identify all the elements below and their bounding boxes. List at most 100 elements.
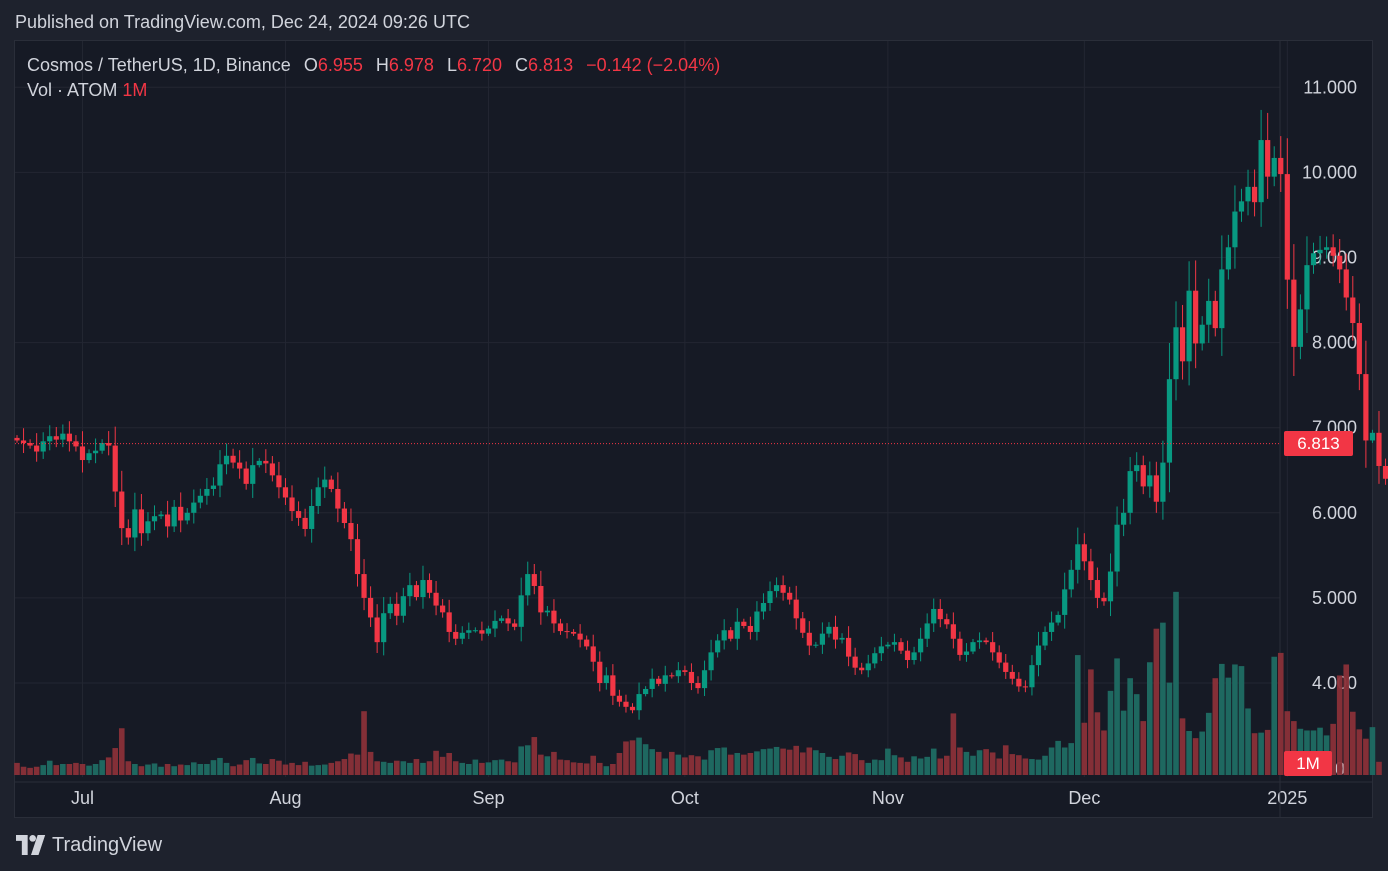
candle-body xyxy=(237,462,243,469)
candle-body xyxy=(20,440,27,444)
candle-body xyxy=(132,509,138,538)
volume-bar xyxy=(983,749,989,775)
volume-bar xyxy=(295,765,302,775)
volume-bar xyxy=(1356,729,1363,775)
candle-body xyxy=(1147,475,1153,487)
candle-body xyxy=(47,436,53,442)
volume-legend: Vol · ATOM 1M xyxy=(27,80,147,101)
volume-bar xyxy=(839,755,845,775)
candle-body xyxy=(793,599,799,619)
candle-body xyxy=(944,619,950,625)
candle-body xyxy=(839,637,845,640)
volume-bar xyxy=(105,757,112,775)
candle-body xyxy=(564,631,570,633)
volume-bar xyxy=(1349,711,1356,775)
volume-bar xyxy=(1186,731,1192,775)
volume-bar xyxy=(714,748,721,775)
volume-bar xyxy=(20,766,27,775)
candle-body xyxy=(400,596,406,616)
candle-body xyxy=(708,652,714,671)
candle-body xyxy=(1160,462,1166,502)
candle-body xyxy=(125,528,131,538)
volume-bar xyxy=(976,750,983,775)
last-volume-tag: 1M xyxy=(1284,751,1332,776)
volume-bar xyxy=(590,755,597,775)
volume-bar xyxy=(806,747,813,775)
symbol-title[interactable]: Cosmos / TetherUS, 1D, Binance xyxy=(27,55,291,75)
volume-bar xyxy=(472,759,479,775)
candle-body xyxy=(53,436,59,440)
volume-bar xyxy=(1068,743,1075,775)
volume-bar xyxy=(904,761,911,775)
volume-bar xyxy=(1088,669,1094,775)
volume-bar xyxy=(682,757,688,775)
x-tick-label: Sep xyxy=(472,788,504,808)
candle-body xyxy=(1199,324,1205,344)
x-tick-label: 2025 xyxy=(1267,788,1307,808)
candle-body xyxy=(518,595,524,627)
candle-body xyxy=(754,611,760,632)
candle-body xyxy=(466,630,472,633)
volume-bar xyxy=(184,765,191,775)
candle-body xyxy=(1029,665,1035,688)
y-tick-label: 6.000 xyxy=(1312,503,1357,523)
low-value: 6.720 xyxy=(456,55,503,75)
volume-bar xyxy=(524,745,531,775)
candle-body xyxy=(1055,614,1061,623)
volume-bar xyxy=(531,737,538,775)
volume-bar xyxy=(1264,729,1271,775)
volume-bar xyxy=(1291,721,1297,775)
candle-body xyxy=(512,623,518,627)
candle-body xyxy=(623,701,629,707)
volume-bar xyxy=(780,748,786,775)
volume-bar xyxy=(367,751,374,775)
volume-bar xyxy=(551,751,557,775)
candle-body xyxy=(773,585,780,592)
candle-body xyxy=(669,675,675,677)
candle-body xyxy=(715,640,721,653)
volume-bar xyxy=(1120,710,1127,775)
volume-bar xyxy=(426,761,433,775)
volume-bar xyxy=(118,728,125,775)
candle-body xyxy=(505,618,511,624)
volume-bar xyxy=(505,761,511,775)
candle-body xyxy=(570,631,577,634)
volume-bar xyxy=(930,748,937,775)
low-label: L xyxy=(446,55,457,75)
volume-bar xyxy=(387,762,394,775)
volume-bar xyxy=(957,747,963,775)
candle-body xyxy=(40,441,46,452)
volume-bar xyxy=(917,758,924,775)
candle-body xyxy=(27,443,33,446)
tradingview-brand[interactable]: TradingView xyxy=(16,833,162,857)
candle-body xyxy=(184,512,190,521)
volume-bar xyxy=(86,765,92,775)
volume-bar xyxy=(695,756,701,775)
candle-body xyxy=(387,603,393,614)
volume-bar xyxy=(793,745,800,775)
volume-bar xyxy=(92,764,99,775)
volume-bar xyxy=(125,761,132,775)
candle-body xyxy=(538,585,544,613)
y-tick-label: 10.000 xyxy=(1302,162,1357,182)
candle-body xyxy=(557,623,564,632)
volume-bar xyxy=(328,762,335,775)
candle-body xyxy=(597,661,603,683)
volume-bar xyxy=(1160,622,1166,775)
candle-body xyxy=(1324,247,1330,250)
candle-body xyxy=(34,445,40,452)
candle-body xyxy=(433,592,439,606)
candle-body xyxy=(1075,544,1081,570)
chart-panel[interactable] xyxy=(14,40,1373,818)
high-value: 6.978 xyxy=(388,55,434,75)
volume-bar xyxy=(223,762,230,775)
volume-bar xyxy=(112,748,119,775)
volume-bar xyxy=(361,711,367,775)
volume-bar xyxy=(708,750,714,775)
volume-label[interactable]: Vol · ATOM xyxy=(27,80,118,100)
candle-body xyxy=(1186,290,1192,362)
candle-body xyxy=(1127,471,1133,513)
volume-bar xyxy=(1336,675,1343,775)
candle-body xyxy=(950,624,956,639)
